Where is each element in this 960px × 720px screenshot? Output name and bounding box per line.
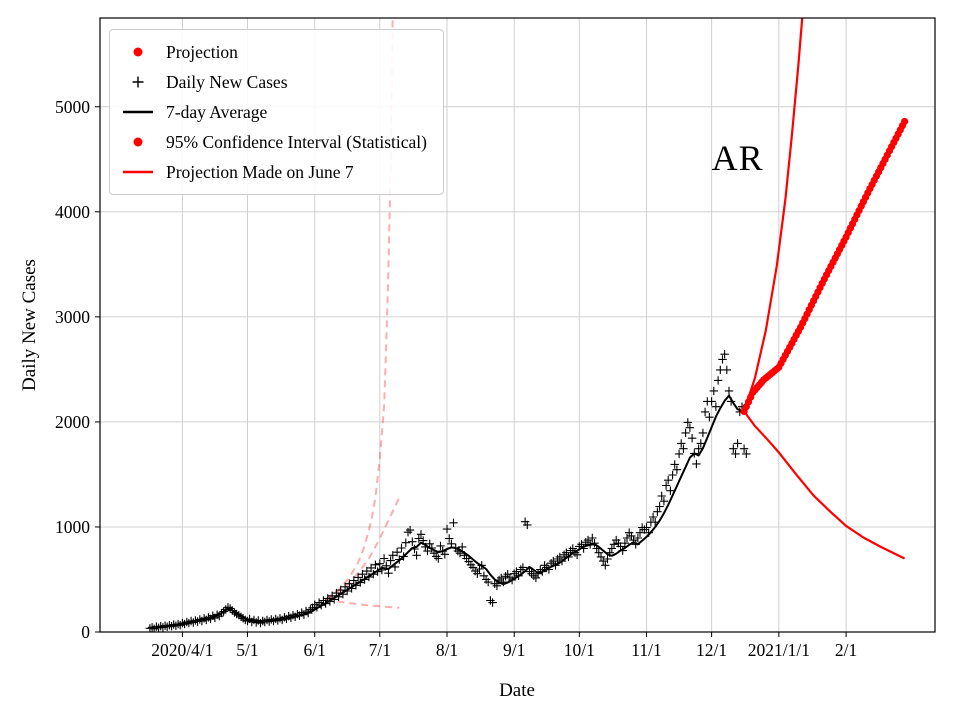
- svg-text:4000: 4000: [55, 202, 90, 222]
- svg-text:2021/1/1: 2021/1/1: [748, 640, 810, 660]
- ci-dot-icon: [118, 134, 158, 150]
- projection-dot-icon: [118, 44, 158, 60]
- svg-text:3000: 3000: [55, 307, 90, 327]
- svg-text:6/1: 6/1: [304, 640, 326, 660]
- svg-text:9/1: 9/1: [503, 640, 525, 660]
- legend-label: 95% Confidence Interval (Statistical): [166, 131, 427, 152]
- legend-label: Projection Made on June 7: [166, 161, 354, 182]
- svg-text:7/1: 7/1: [369, 640, 391, 660]
- legend-item-7-day-average: 7-day Average: [118, 97, 427, 127]
- red-line-icon: [118, 164, 158, 180]
- svg-text:2020/4/1: 2020/4/1: [151, 640, 213, 660]
- x-axis-label: Date: [499, 680, 535, 701]
- svg-text:2/1: 2/1: [835, 640, 857, 660]
- legend-item-june7-projection: Projection Made on June 7: [118, 157, 427, 187]
- svg-text:5000: 5000: [55, 97, 90, 117]
- legend: Projection Daily New Cases 7-day Average…: [109, 29, 444, 195]
- svg-text:0: 0: [81, 622, 90, 642]
- legend-item-confidence-interval: 95% Confidence Interval (Statistical): [118, 127, 427, 157]
- svg-text:12/1: 12/1: [696, 640, 727, 660]
- svg-text:10/1: 10/1: [564, 640, 595, 660]
- legend-label: 7-day Average: [166, 101, 268, 122]
- annotation-ar: AR: [711, 138, 764, 179]
- y-axis-label: Daily New Cases: [19, 259, 40, 391]
- svg-text:1000: 1000: [55, 517, 90, 537]
- black-line-icon: [118, 104, 158, 120]
- svg-text:11/1: 11/1: [631, 640, 661, 660]
- legend-item-projection: Projection: [118, 37, 427, 67]
- legend-item-daily-new-cases: Daily New Cases: [118, 67, 427, 97]
- svg-text:8/1: 8/1: [436, 640, 458, 660]
- plus-marker-icon: [118, 74, 158, 90]
- svg-text:2000: 2000: [55, 412, 90, 432]
- svg-text:5/1: 5/1: [236, 640, 258, 660]
- legend-label: Projection: [166, 41, 238, 62]
- legend-label: Daily New Cases: [166, 71, 288, 92]
